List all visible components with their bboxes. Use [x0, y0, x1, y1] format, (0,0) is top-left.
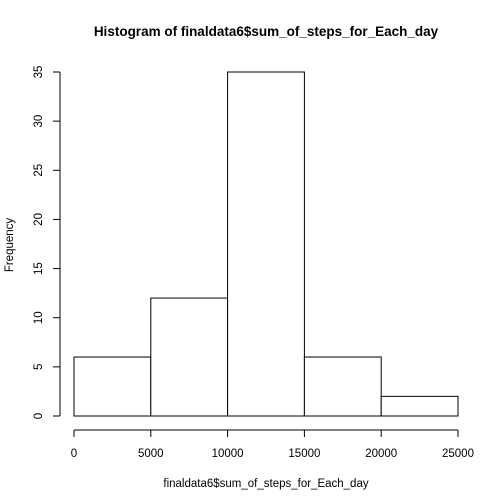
histogram-bar-3	[303, 356, 382, 417]
y-tick-label-5: 25	[33, 164, 45, 177]
y-tick-label-3: 15	[33, 262, 45, 275]
y-tick-label-0: 0	[33, 413, 45, 419]
y-axis-label: Frequency	[4, 218, 16, 273]
x-tick-label-3: 15000	[288, 448, 320, 460]
x-tick-label-4: 20000	[365, 448, 397, 460]
y-tick-label-6: 30	[33, 115, 45, 128]
y-tick-label-1: 5	[33, 364, 45, 370]
y-axis: 0 5 10 15 20 25 30 35	[33, 66, 61, 419]
x-tick-label-1: 5000	[138, 448, 164, 460]
histogram-bar-1	[150, 297, 229, 417]
y-tick-label-2: 10	[33, 311, 45, 324]
y-tick-label-7: 35	[33, 66, 45, 79]
x-tick-label-0: 0	[71, 448, 77, 460]
histogram-bar-2	[227, 71, 305, 417]
bars-group	[73, 71, 459, 417]
histogram-bar-4	[380, 395, 459, 417]
x-axis: 0 5000 10000 15000 20000 25000	[71, 429, 474, 460]
x-axis-label: finaldata6$sum_of_steps_for_Each_day	[163, 478, 368, 490]
y-tick-label-4: 20	[33, 213, 45, 226]
x-tick-label-2: 10000	[212, 448, 244, 460]
chart-title: Histogram of finaldata6$sum_of_steps_for…	[94, 24, 439, 39]
histogram-bar-0	[73, 356, 152, 417]
x-tick-label-5: 25000	[442, 448, 474, 460]
